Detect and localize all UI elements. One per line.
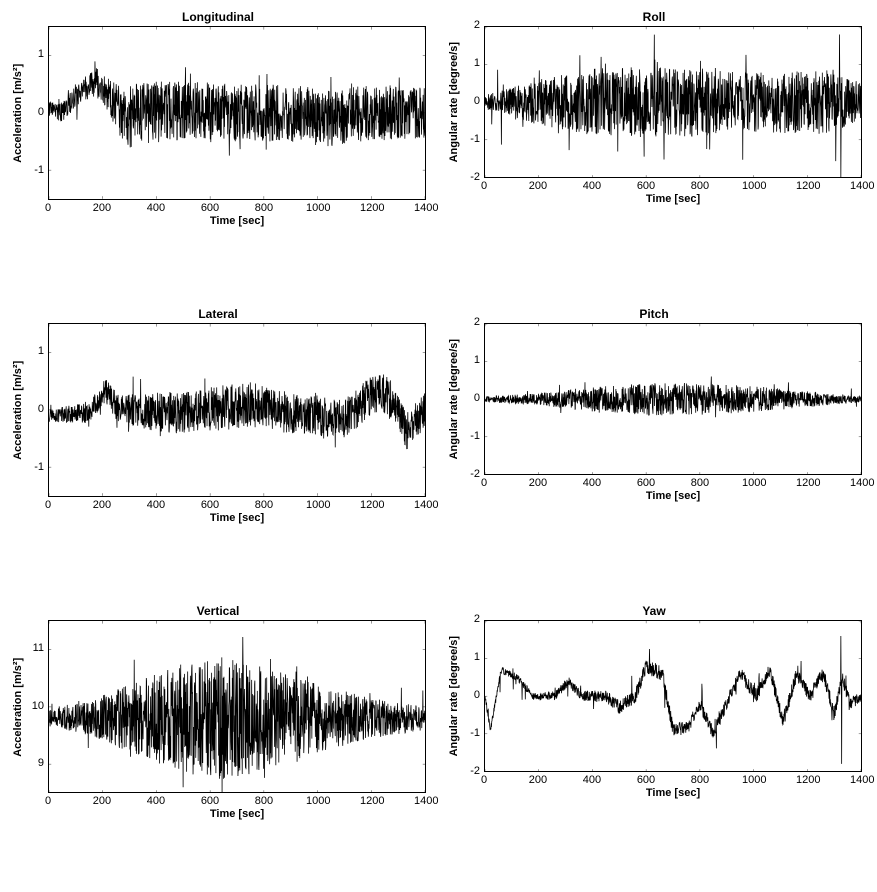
plot-area [48, 620, 426, 794]
panel-roll: RollAngular rate [degree/s]210-1-2Angula… [446, 10, 862, 299]
x-axis-label: Time [sec] [484, 490, 862, 502]
y-axis-label: Angular rate [degree/s] [446, 26, 462, 178]
y-ticks: 10-1 [26, 323, 48, 497]
panel-title: Vertical [10, 604, 426, 618]
data-trace [485, 35, 861, 178]
data-trace [485, 636, 861, 764]
data-trace [49, 637, 425, 793]
panel-vertical: VerticalAcceleration [m/s²]11109Accelera… [10, 604, 426, 892]
x-ticks: 0200400600800100012001400 [48, 497, 426, 511]
x-ticks: 0200400600800100012001400 [484, 772, 862, 786]
plot-area [484, 323, 862, 475]
y-ticks: 210-1-2 [462, 26, 484, 178]
panel-title: Longitudinal [10, 10, 426, 24]
x-axis-label: Time [sec] [484, 193, 862, 205]
data-trace [49, 61, 425, 155]
data-trace [485, 376, 861, 417]
x-axis-label: Time [sec] [48, 215, 426, 227]
panel-title: Roll [446, 10, 862, 24]
y-ticks: 210-1-2 [462, 620, 484, 772]
chart-grid: LongitudinalAcceleration [m/s²]10-1Accel… [0, 0, 877, 689]
y-ticks: 210-1-2 [462, 323, 484, 475]
plot-area [484, 620, 862, 772]
x-ticks: 0200400600800100012001400 [484, 178, 862, 192]
plot-area [484, 26, 862, 178]
panel-lateral: LateralAcceleration [m/s²]10-1Accelerati… [10, 307, 426, 596]
y-axis-label: Acceleration [m/s²] [10, 26, 26, 200]
y-ticks: 11109 [26, 620, 48, 794]
y-axis-label: Acceleration [m/s²] [10, 620, 26, 794]
x-axis-label: Time [sec] [484, 787, 862, 799]
y-axis-label: Angular rate [degree/s] [446, 620, 462, 772]
x-ticks: 0200400600800100012001400 [484, 475, 862, 489]
x-axis-label: Time [sec] [48, 512, 426, 524]
panel-longitudinal: LongitudinalAcceleration [m/s²]10-1Accel… [10, 10, 426, 299]
y-axis-label: Angular rate [degree/s] [446, 323, 462, 475]
x-ticks: 0200400600800100012001400 [48, 793, 426, 807]
y-axis-label: Acceleration [m/s²] [10, 323, 26, 497]
x-axis-label: Time [sec] [48, 808, 426, 820]
x-ticks: 0200400600800100012001400 [48, 200, 426, 214]
y-ticks: 10-1 [26, 26, 48, 200]
plot-area [48, 323, 426, 497]
panel-title: Yaw [446, 604, 862, 618]
plot-area [48, 26, 426, 200]
panel-title: Lateral [10, 307, 426, 321]
panel-yaw: YawAngular rate [degree/s]210-1-2Angular… [446, 604, 862, 892]
data-trace [49, 374, 425, 449]
panel-title: Pitch [446, 307, 862, 321]
panel-pitch: PitchAngular rate [degree/s]210-1-2Angul… [446, 307, 862, 596]
